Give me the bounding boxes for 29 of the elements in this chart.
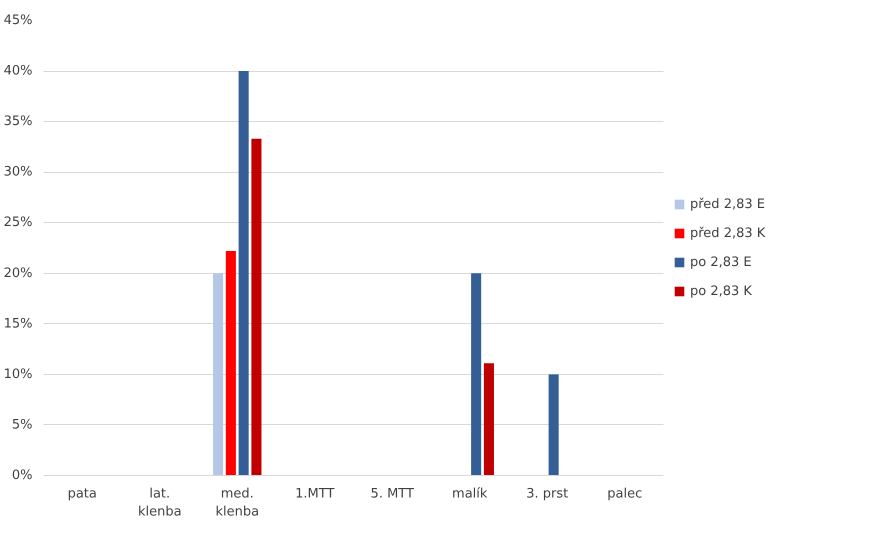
bar bbox=[213, 273, 224, 476]
bar bbox=[471, 273, 482, 476]
bar bbox=[226, 251, 236, 476]
legend-label: po 2,83 K bbox=[690, 284, 752, 298]
legend-label: před 2,83 E bbox=[690, 196, 765, 212]
y-tick-label: 20% bbox=[4, 266, 33, 281]
y-tick-label: 0% bbox=[12, 468, 32, 483]
x-tick-label: 1.MTT bbox=[295, 486, 334, 502]
legend-label: před 2,83 K bbox=[690, 226, 766, 240]
bar bbox=[238, 71, 249, 476]
x-tick-label: 3. prst bbox=[526, 486, 568, 502]
y-tick-label: 35% bbox=[4, 114, 33, 130]
x-tick-label: pata bbox=[68, 486, 97, 502]
y-tick-label: 45% bbox=[4, 13, 33, 28]
bar bbox=[484, 363, 494, 476]
x-tick-label: palec bbox=[607, 486, 642, 502]
x-tick-label: lat. klenba bbox=[138, 486, 182, 520]
bar bbox=[251, 138, 262, 476]
y-tick-label: 30% bbox=[4, 164, 33, 180]
x-tick-label: 5. MTT bbox=[370, 486, 414, 502]
bar bbox=[548, 374, 559, 476]
y-tick-label: 10% bbox=[4, 366, 33, 382]
y-tick-label: 5% bbox=[12, 417, 32, 432]
legend-label: po 2,83 E bbox=[690, 254, 752, 270]
x-tick-label: malík bbox=[452, 486, 488, 502]
y-tick-label: 15% bbox=[4, 316, 33, 332]
x-tick-label: med. klenba bbox=[215, 486, 260, 520]
y-tick-label: 40% bbox=[4, 64, 33, 79]
y-tick-label: 25% bbox=[4, 215, 33, 230]
